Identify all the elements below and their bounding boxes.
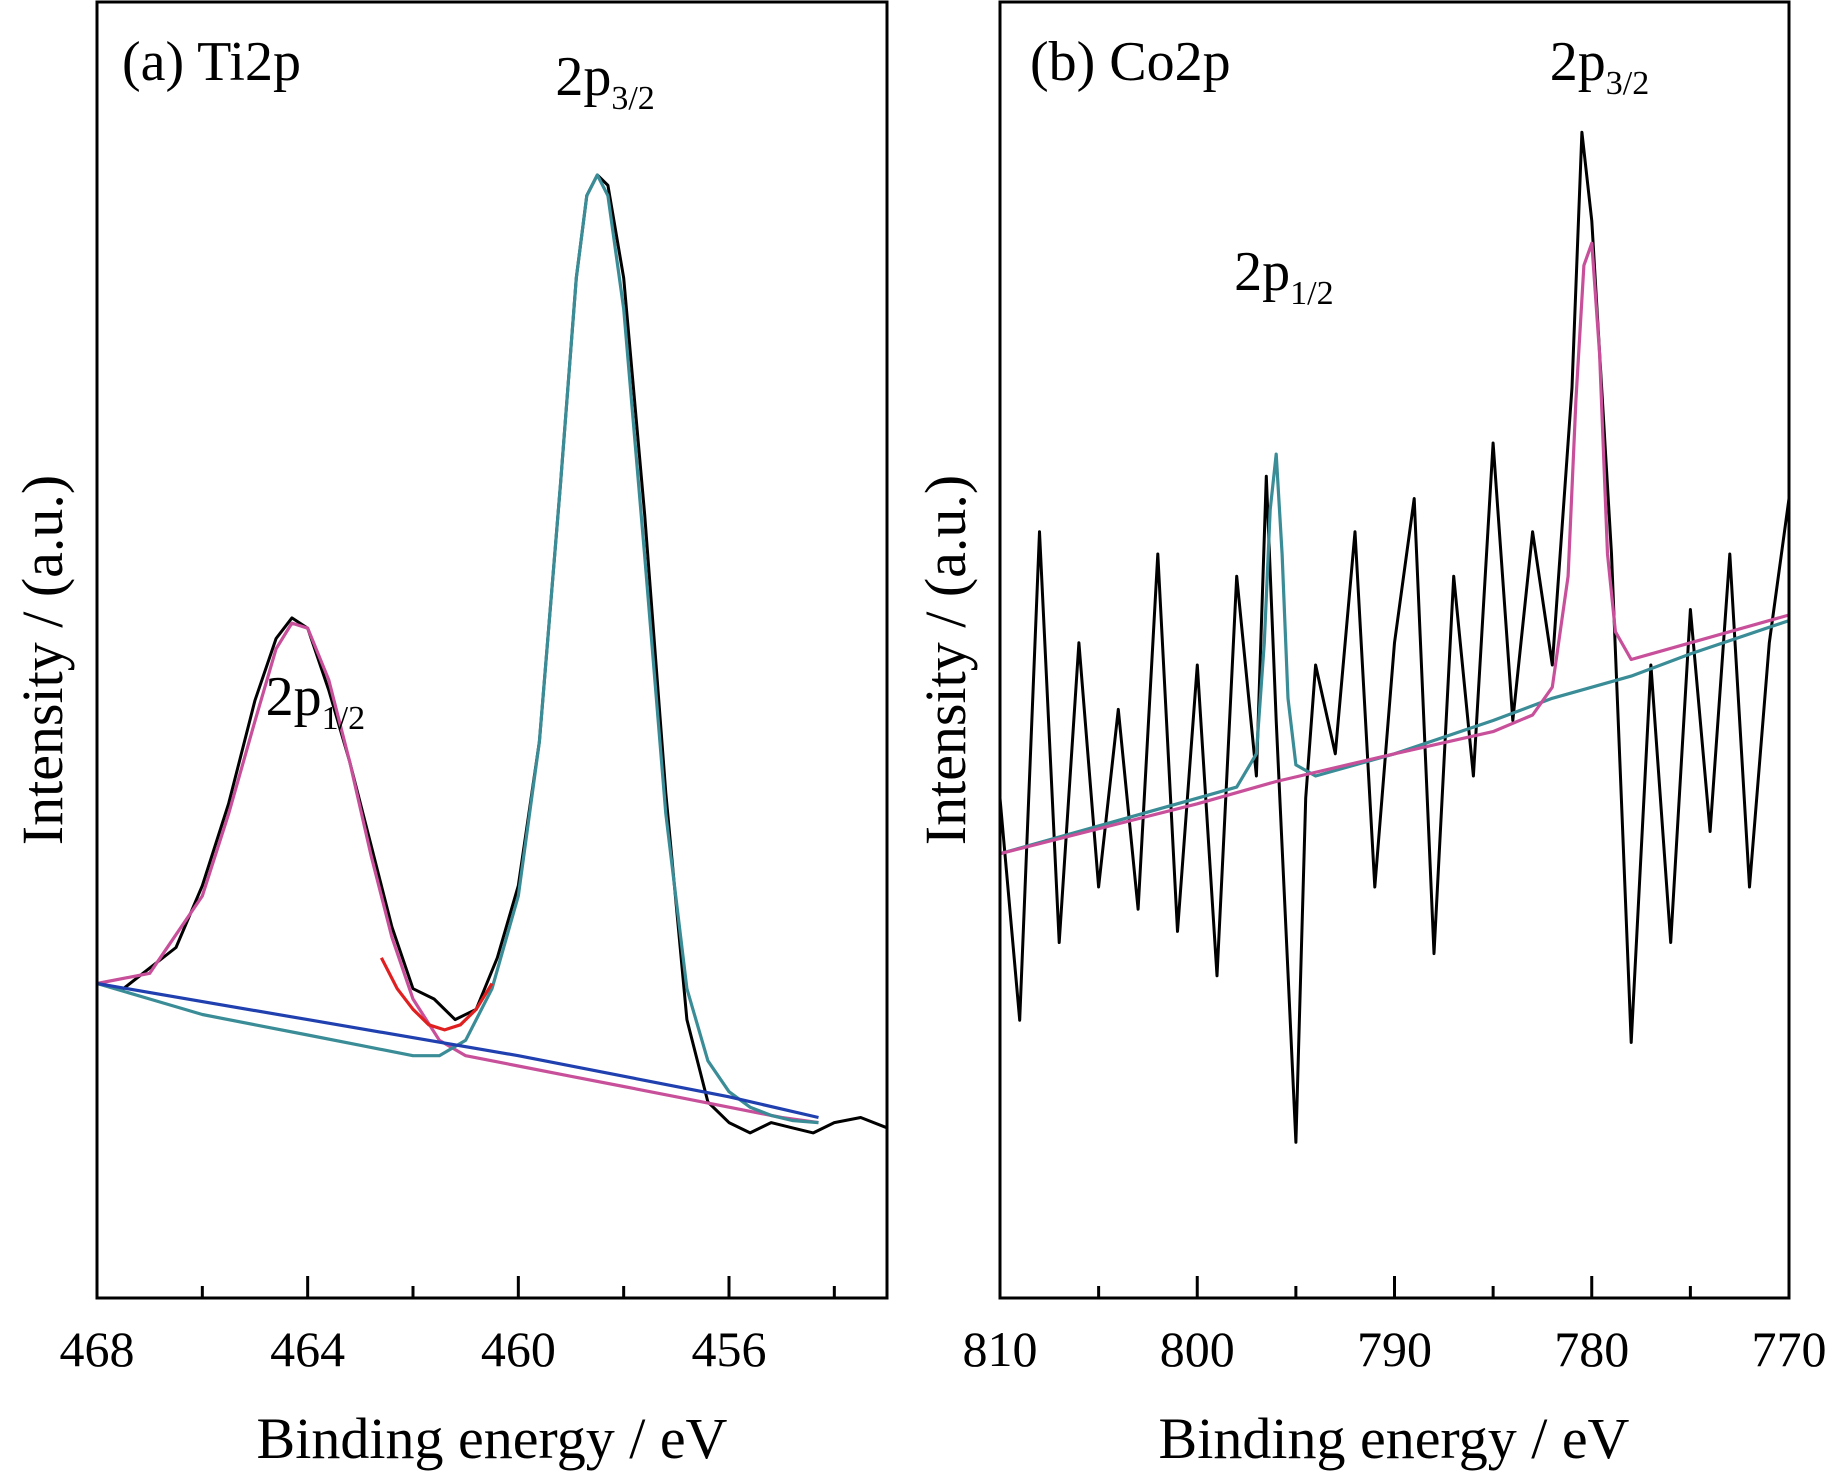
panel-b-label: (b) Co2p [1030, 31, 1231, 93]
x-tick-label: 456 [692, 1321, 767, 1377]
panel-b-ticks: 810 800 790 780 770 [963, 1276, 1827, 1377]
peak-label-3-2: 2p3/2 [1550, 31, 1649, 102]
panel-b-series [998, 130, 1791, 1144]
panel-b-xlabel: Binding energy / eV [1159, 1406, 1630, 1471]
series-line-fit-2 [96, 173, 819, 1125]
panel-a-frame [95, 0, 889, 1300]
x-tick-label: 810 [963, 1321, 1038, 1377]
panel-b-co2p: 810 800 790 780 770 (b) Co2p Binding energy … [913, 0, 1827, 1471]
panel-a-series [96, 173, 888, 1135]
series-line-fit-1 [96, 621, 819, 1125]
x-tick-label: 790 [1357, 1321, 1432, 1377]
x-tick-label: 464 [270, 1321, 345, 1377]
series-line-measured-0 [998, 130, 1791, 1144]
panel-a-ylabel: Intensity / (a.u.) [10, 475, 75, 845]
series-line-envelope-3 [379, 957, 494, 1032]
panel-a-annotations: 2p1/2 2p3/2 [266, 46, 655, 737]
series-line-background-4 [96, 981, 819, 1120]
panel-a-ti2p: 468 464 460 456 (a) Ti2p Binding energy / e… [10, 0, 889, 1471]
peak-label-1-2: 2p1/2 [266, 666, 365, 737]
x-tick-label: 780 [1554, 1321, 1629, 1377]
panel-b-ylabel: Intensity / (a.u.) [913, 475, 978, 845]
panel-b-annotations: 2p1/2 2p3/2 [1234, 31, 1649, 312]
x-tick-label: 770 [1752, 1321, 1827, 1377]
peak-label-1-2: 2p1/2 [1234, 241, 1333, 312]
series-line-fit-2 [999, 241, 1790, 856]
x-tick-label: 460 [481, 1321, 556, 1377]
series-line-fit-1 [999, 452, 1790, 856]
x-tick-label: 468 [60, 1321, 135, 1377]
x-tick-label: 800 [1160, 1321, 1235, 1377]
peak-label-3-2: 2p3/2 [555, 46, 654, 117]
panel-a-xlabel: Binding energy / eV [257, 1406, 728, 1471]
panel-a-ticks: 468 464 460 456 [60, 1276, 836, 1377]
panel-a-label: (a) Ti2p [122, 31, 301, 93]
